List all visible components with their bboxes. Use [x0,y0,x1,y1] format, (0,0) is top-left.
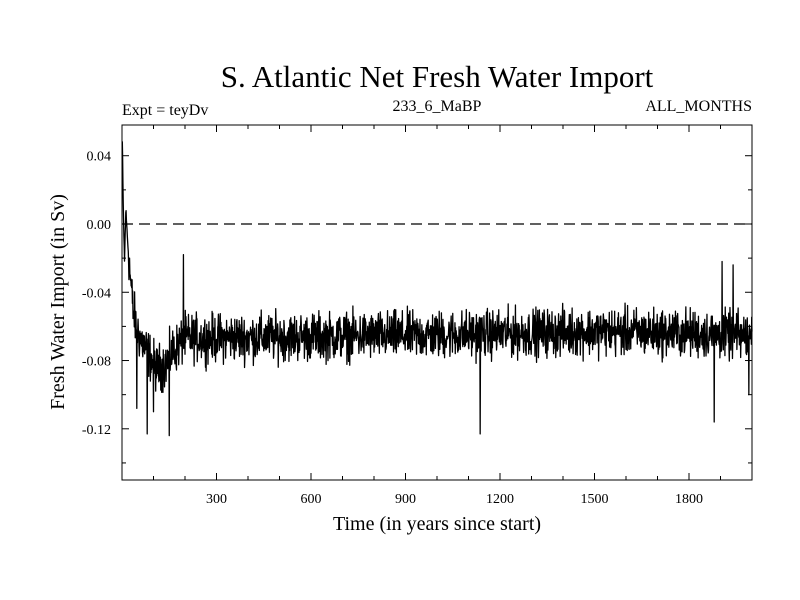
y-axis-label: Fresh Water Import (in Sv) [47,194,69,410]
months-label: ALL_MONTHS [645,98,752,115]
y-tick-label: 0.00 [87,218,112,233]
x-tick-label: 1500 [581,492,609,507]
x-tick-label: 1800 [675,492,703,507]
y-tick-label: -0.08 [82,355,111,370]
fresh-water-import-series-line [121,141,753,437]
experiment-label: Expt = teyDv [122,102,208,119]
y-tick-label: -0.04 [82,286,111,301]
x-tick-label: 900 [395,492,416,507]
plot-area: 0.04 0.00 -0.04 -0.08 -0.12 300 600 900 1200 1500… [82,124,753,507]
y-tick-label: 0.04 [87,150,112,165]
plot-frame [121,124,753,481]
x-tick-label: 300 [206,492,227,507]
x-tick-label: 600 [301,492,322,507]
chart-title: S. Atlantic Net Fresh Water Import [221,59,654,94]
y-tick-label: -0.12 [82,423,111,438]
x-tick-label: 1200 [486,492,514,507]
x-axis-label: Time (in years since start) [333,513,541,535]
period-label: 233_6_MaBP [393,98,482,115]
